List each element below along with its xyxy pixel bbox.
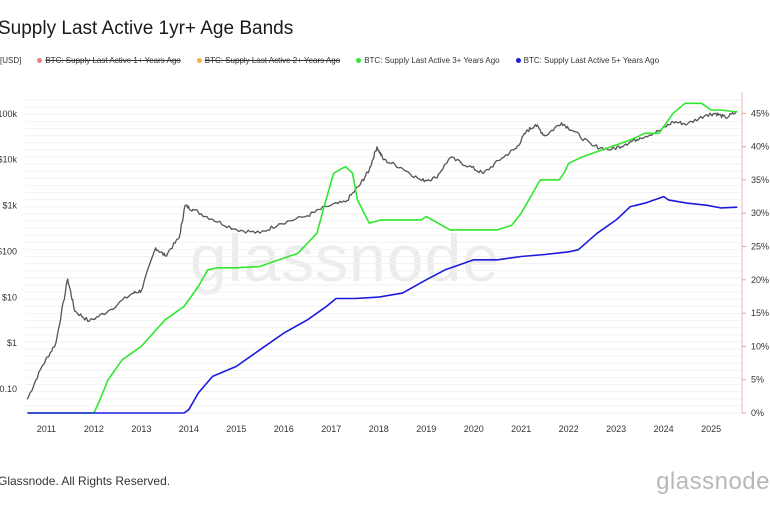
legend-dot-icon xyxy=(37,58,43,63)
x-tick-label: 2014 xyxy=(179,424,199,434)
x-tick-label: 2021 xyxy=(511,424,531,434)
y-left-tick-label: $10k xyxy=(0,155,17,165)
y-right-tick-label: 20% xyxy=(751,275,769,285)
legend-dot-icon xyxy=(356,58,362,63)
legend-item-5yr[interactable]: BTC: Supply Last Active 5+ Years Ago xyxy=(515,56,659,65)
y-left-tick-label: $100 xyxy=(0,246,17,256)
watermark: glassnode xyxy=(190,221,500,295)
y-left-tick-label: $10 xyxy=(2,292,17,302)
y-right-tick-label: 35% xyxy=(751,175,769,185)
x-tick-label: 2011 xyxy=(37,424,56,434)
legend-unit[interactable]: [USD] xyxy=(0,56,22,65)
y-right-tick-label: 30% xyxy=(751,208,769,218)
series-3yr-line xyxy=(27,102,738,414)
x-tick-label: 2024 xyxy=(654,424,674,434)
x-tick-label: 2019 xyxy=(416,424,436,434)
x-tick-label: 2013 xyxy=(131,424,151,434)
x-tick-label: 2022 xyxy=(559,424,579,434)
y-left-tick-label: $0.10 xyxy=(0,384,17,394)
legend-dot-icon xyxy=(196,58,202,63)
legend-item-2yr[interactable]: BTC: Supply Last Active 2+ Years Ago xyxy=(196,56,340,65)
x-tick-label: 2023 xyxy=(606,424,626,434)
y-left-tick-label: $1k xyxy=(2,201,17,211)
series-5yr-line xyxy=(27,195,738,414)
y-right-tick-label: 10% xyxy=(751,341,769,351)
chart-title: Supply Last Active 1yr+ Age Bands xyxy=(0,18,294,39)
legend-item-1yr[interactable]: BTC: Supply Last Active 1+ Years Ago xyxy=(37,56,181,65)
y-left-tick-label: $1 xyxy=(7,338,17,348)
y-right-tick-label: 15% xyxy=(751,308,769,318)
y-right-tick-label: 45% xyxy=(751,108,769,118)
y-right-tick-label: 40% xyxy=(751,142,769,152)
x-tick-label: 2017 xyxy=(321,424,341,434)
y-right-tick-label: 5% xyxy=(751,375,764,385)
x-tick-label: 2012 xyxy=(84,424,104,434)
x-tick-label: 2020 xyxy=(464,424,484,434)
y-left-tick-label: 100k xyxy=(0,109,17,119)
x-tick-label: 2016 xyxy=(274,424,294,434)
x-tick-label: 2018 xyxy=(369,424,389,434)
footer-copyright: Glassnode. All Rights Reserved. xyxy=(0,474,171,488)
legend-item-3yr[interactable]: BTC: Supply Last Active 3+ Years Ago xyxy=(356,56,500,65)
x-tick-label: 2015 xyxy=(226,424,246,434)
x-tick-label: 2025 xyxy=(701,424,721,434)
y-right-tick-label: 0% xyxy=(751,408,764,418)
legend-dot-icon xyxy=(515,58,521,63)
price-series-line xyxy=(26,110,738,400)
brand-logo: glassnode xyxy=(656,468,770,495)
y-right-tick-label: 25% xyxy=(751,242,769,252)
legend: [USD] BTC: Supply Last Active 1+ Years A… xyxy=(0,56,675,65)
